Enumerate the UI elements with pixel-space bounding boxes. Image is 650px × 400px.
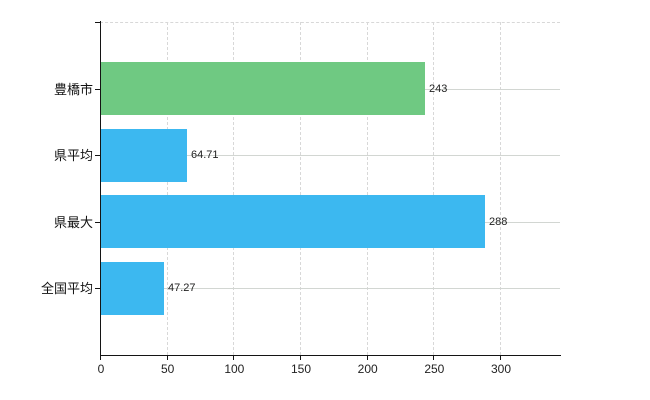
x-axis-tick (500, 355, 501, 360)
category-label: 県最大 (53, 214, 93, 230)
category-label: 豊橋市 (53, 81, 93, 97)
gridline-vertical (433, 22, 435, 355)
y-axis-tick (95, 88, 100, 90)
x-tick-label: 150 (290, 362, 312, 376)
bar (101, 195, 485, 248)
x-axis-tick (233, 355, 235, 360)
plot-area: 243 64.71 288 47.27 (100, 22, 560, 355)
category-label: 全国平均 (40, 281, 93, 297)
y-axis-line (100, 21, 101, 355)
gridline-horizontal (100, 288, 560, 290)
y-axis-tick (95, 288, 100, 290)
gridline-horizontal (100, 155, 560, 157)
x-axis-tick (166, 355, 168, 360)
x-axis-tick (300, 355, 301, 360)
y-axis-tick (95, 155, 100, 157)
gridline-top-boundary (100, 22, 560, 23)
gridline-vertical (166, 22, 168, 355)
x-tick-label: 300 (490, 362, 512, 376)
gridline-vertical (233, 22, 235, 355)
x-tick-label: 200 (357, 362, 378, 376)
value-label: 47.27 (168, 282, 196, 295)
category-label: 県平均 (53, 148, 93, 164)
value-label: 288 (489, 215, 508, 228)
x-tick-label: 50 (160, 362, 175, 376)
y-axis-top-tick (95, 22, 100, 23)
value-label: 64.71 (191, 149, 219, 162)
x-tick-label: 0 (97, 362, 105, 376)
bar (101, 62, 425, 115)
gridline-vertical (500, 22, 501, 355)
x-axis-tick (100, 355, 101, 360)
x-tick-label: 100 (224, 362, 245, 376)
y-axis-tick (95, 221, 100, 223)
gridline-vertical (300, 22, 301, 355)
x-axis-tick (366, 355, 368, 360)
x-tick-label: 250 (424, 362, 445, 376)
bar (101, 129, 187, 182)
value-label: 243 (429, 82, 448, 95)
x-axis-line (100, 355, 561, 356)
bar (101, 262, 164, 315)
gridline-vertical (366, 22, 368, 355)
x-axis-tick (433, 355, 435, 360)
